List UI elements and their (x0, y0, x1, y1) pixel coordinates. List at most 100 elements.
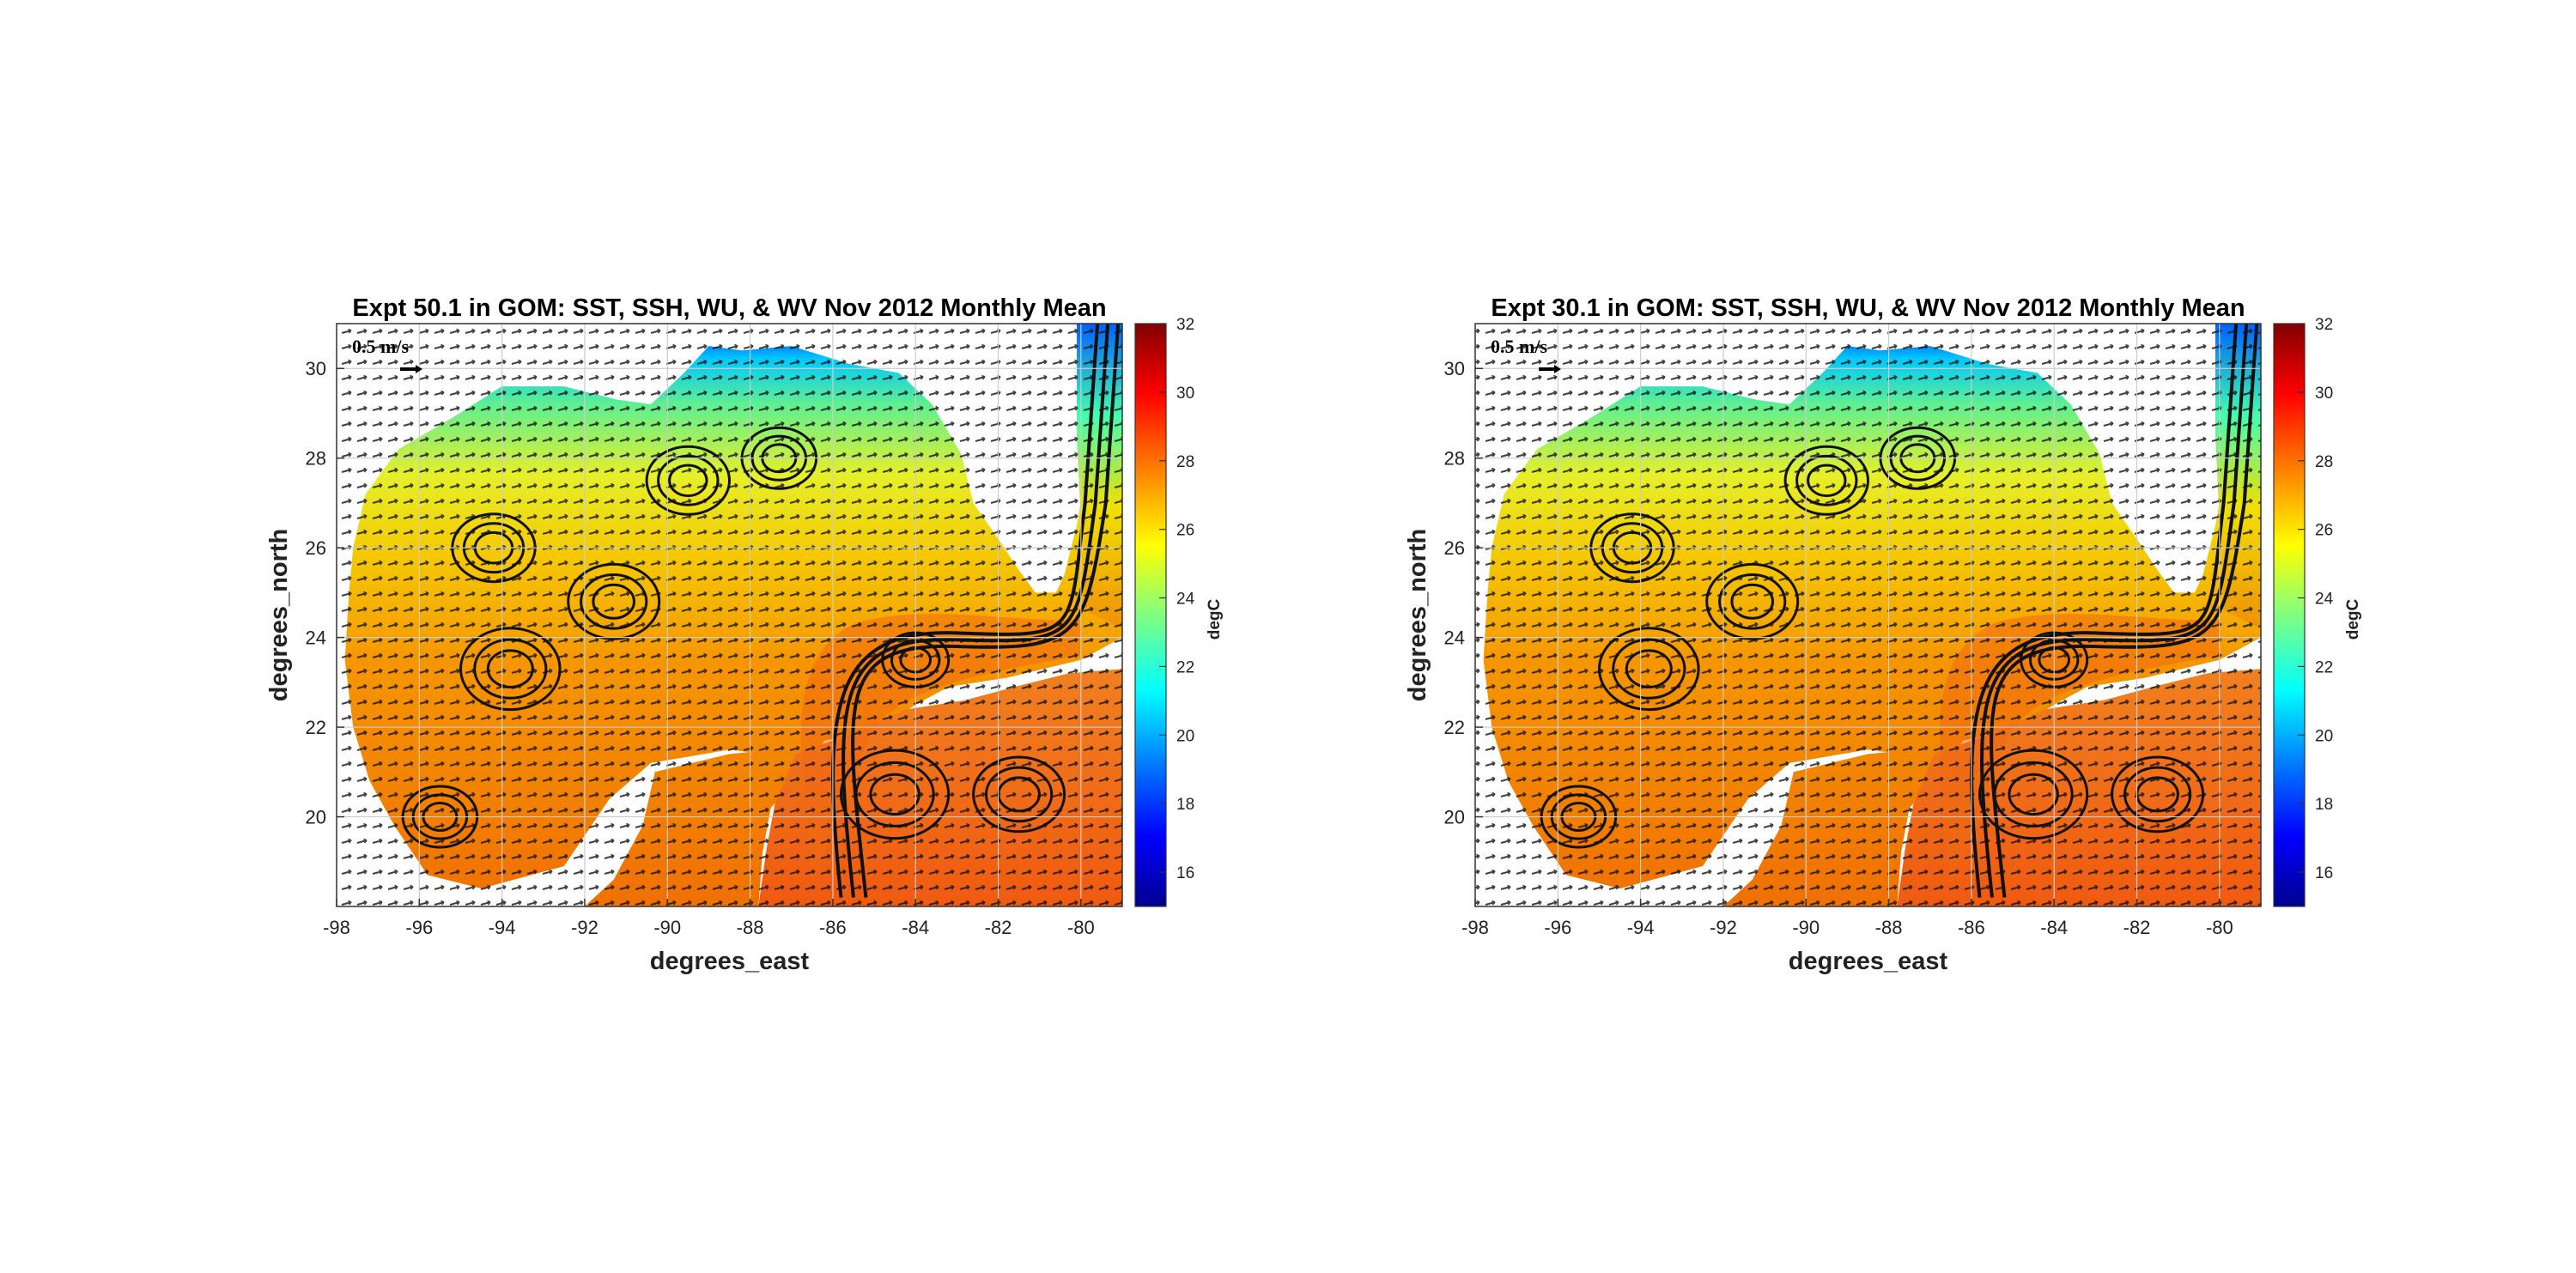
eddy-streamline (1783, 445, 1870, 516)
eddy-streamline (1795, 454, 1858, 506)
plot-frame (1474, 323, 2262, 907)
eddy-streamline (486, 649, 534, 689)
x-tick-label: -84 (2040, 917, 2068, 938)
y-tick-label: 22 (306, 717, 326, 738)
colorbar-tick-label: 18 (1176, 796, 1194, 814)
eddy-streamline (2111, 755, 2205, 834)
y-axis-label: degrees_north (1404, 529, 1431, 701)
x-tick-label: -92 (571, 917, 598, 938)
eddy-streamline (1612, 638, 1686, 700)
x-tick-label: -94 (1627, 917, 1655, 938)
map-panel-2: -98 -96 -94 -92 -90 -88 -86 -84 -82 -80 20 22 24 26 28… (1404, 294, 2362, 975)
eddy-streamline (2123, 766, 2192, 823)
current-streamline (1990, 324, 2259, 898)
eddy-streamline (567, 562, 661, 640)
x-axis-label: degrees_east (650, 948, 810, 975)
chart-title: Expt 50.1 in GOM: SST, SSH, WU, & WV Nov… (352, 294, 1106, 322)
x-tick-label: -96 (405, 917, 433, 938)
eddy-streamline (985, 766, 1054, 823)
eddy-streamline (592, 583, 636, 620)
y-axis-label: degrees_north (265, 529, 293, 701)
map-panel-1: -98 -96 -94 -92 -90 -88 -86 -84 -82 -80 20 22 24 26 28… (265, 294, 1224, 975)
eddy-streamline (1718, 573, 1787, 630)
colorbar-tick-label: 20 (1176, 727, 1194, 745)
y-tick-label: 26 (1444, 537, 1465, 559)
reference-vector-label: 0.5 m/s (352, 336, 409, 357)
colorbar-tick-label: 28 (2315, 453, 2333, 471)
x-tick-label: -94 (489, 917, 516, 938)
eddy-streamline (869, 773, 920, 816)
y-tick-label: 28 (306, 448, 326, 470)
eddy-streamline (2008, 773, 2059, 816)
eddy-streamline (1598, 627, 1700, 712)
eddy-streamline (473, 638, 548, 700)
current-streamline (841, 324, 1110, 898)
y-tick-label: 20 (1444, 807, 1465, 828)
colorbar-tick-label: 32 (1176, 316, 1194, 334)
y-tick-label: 30 (306, 358, 326, 379)
eddy-streamline (1625, 649, 1673, 689)
eddy-streamline (645, 445, 731, 516)
eddy-streamline (657, 454, 720, 506)
colorbar-label: degC (2344, 598, 2362, 640)
colorbar-label: degC (1206, 598, 1224, 640)
y-tick-label: 30 (1444, 358, 1465, 379)
reference-vector-arrowhead (1554, 365, 1561, 373)
x-tick-label: -86 (1958, 917, 1985, 938)
x-tick-label: -84 (902, 917, 929, 938)
colorbar-tick-label: 24 (2315, 591, 2334, 609)
colorbar-tick-label: 32 (2315, 316, 2333, 334)
y-tick-label: 28 (1444, 448, 1465, 470)
colorbar-tick-label: 20 (2315, 727, 2333, 745)
colorbar-tick-label: 26 (2315, 522, 2333, 540)
colorbar-tick-label: 16 (1176, 864, 1194, 882)
eddy-streamline (580, 573, 648, 630)
x-tick-label: -80 (1067, 917, 1095, 938)
colorbar-tick-label: 22 (1176, 658, 1194, 676)
y-tick-label: 26 (306, 537, 326, 559)
eddy-streamline (1730, 583, 1774, 620)
eddy-streamline (1807, 464, 1847, 498)
colorbar (1134, 323, 1167, 907)
eddy-streamline (840, 749, 951, 840)
colorbar-tick-label: 16 (2315, 864, 2333, 882)
colorbar-tick-label: 26 (1176, 522, 1194, 540)
eddy-streamline (459, 627, 562, 712)
colorbar-tick-label: 30 (1176, 385, 1194, 403)
y-tick-label: 20 (306, 807, 326, 828)
reference-vector-label: 0.5 m/s (1491, 336, 1547, 357)
x-tick-label: -88 (737, 917, 764, 938)
current-streamline (831, 324, 1100, 898)
y-tick-label: 24 (306, 627, 326, 649)
x-axis-label: degrees_east (1789, 948, 1948, 975)
x-tick-label: -98 (323, 917, 350, 938)
reference-vector-arrowhead (416, 365, 422, 373)
colorbar-tick-label: 18 (2315, 796, 2333, 814)
colorbar-tick-label: 22 (2315, 658, 2333, 676)
x-tick-label: -86 (819, 917, 847, 938)
x-tick-label: -88 (1875, 917, 1903, 938)
x-tick-label: -92 (1710, 917, 1737, 938)
plot-area (337, 324, 1122, 906)
colorbar-tick-label: 28 (1176, 453, 1194, 471)
x-tick-label: -96 (1544, 917, 1571, 938)
eddy-streamline (1705, 562, 1800, 640)
y-tick-label: 22 (1444, 717, 1465, 738)
eddy-streamline (1978, 749, 2089, 840)
colorbar-tick-label: 24 (1176, 591, 1195, 609)
current-streamline (1970, 324, 2239, 898)
x-tick-label: -82 (985, 917, 1012, 938)
plot-area (1475, 324, 2261, 906)
x-tick-label: -80 (2206, 917, 2233, 938)
current-streamline (851, 324, 1121, 898)
colorbar-tick-label: 30 (2315, 385, 2333, 403)
y-tick-label: 24 (1444, 627, 1465, 649)
x-tick-label: -98 (1461, 917, 1489, 938)
x-tick-label: -90 (653, 917, 681, 938)
plot-frame (336, 323, 1123, 907)
x-tick-label: -90 (1792, 917, 1820, 938)
current-streamline (1980, 324, 2249, 898)
x-tick-label: -82 (2123, 917, 2151, 938)
eddy-streamline (972, 755, 1066, 834)
